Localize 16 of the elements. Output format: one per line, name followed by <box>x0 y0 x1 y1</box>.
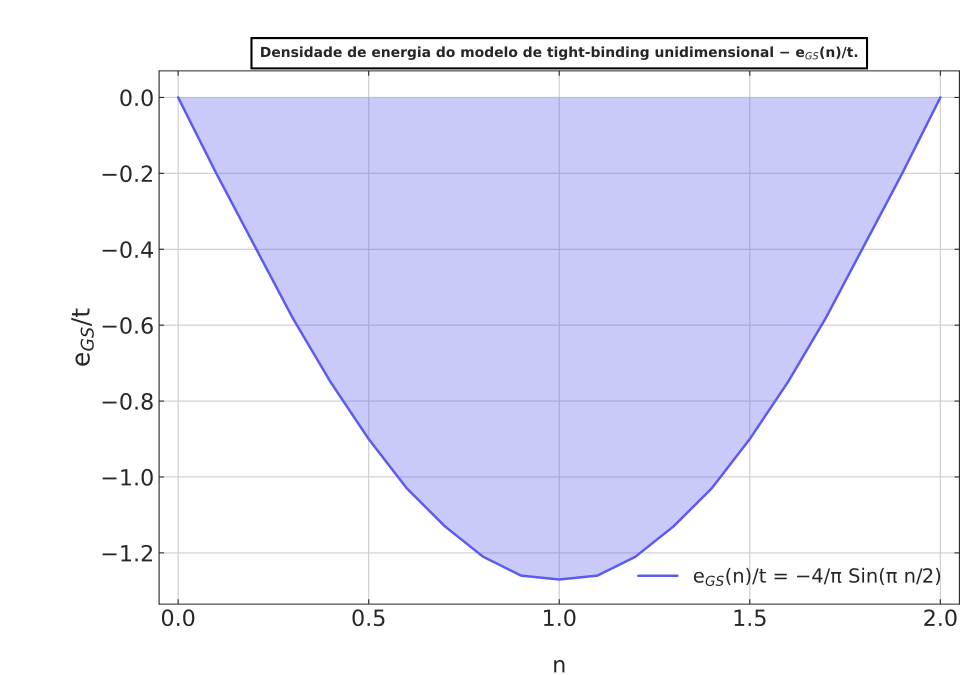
legend-label: e$_{GS}$(n)/t = −4/π Sin(π n/2) <box>694 568 940 586</box>
y-tick-label: −0.6 <box>102 317 153 334</box>
y-tick-label: −0.2 <box>102 165 152 182</box>
y-tick-label: −1.0 <box>102 468 153 486</box>
y-tick-label: 0.0 <box>120 89 153 106</box>
x-axis-title: n <box>554 660 564 672</box>
y-tick-label: −1.2 <box>102 544 152 562</box>
x-tick-label: 0.0 <box>162 609 194 626</box>
x-tick-label: 1.5 <box>734 610 766 626</box>
x-tick-label: 1.0 <box>544 609 576 626</box>
y-tick-label: −0.8 <box>102 393 153 410</box>
x-tick-label: 0.5 <box>352 609 384 626</box>
y-axis-title: e$_{GS}$/t <box>71 308 94 366</box>
y-tick-label: −0.4 <box>102 241 153 258</box>
x-tick-label: 2.0 <box>924 609 957 626</box>
chart-title: Densidade de energia do modelo de tight-binding unidimensional − e$_{GS}$(n)/t. <box>261 46 858 60</box>
